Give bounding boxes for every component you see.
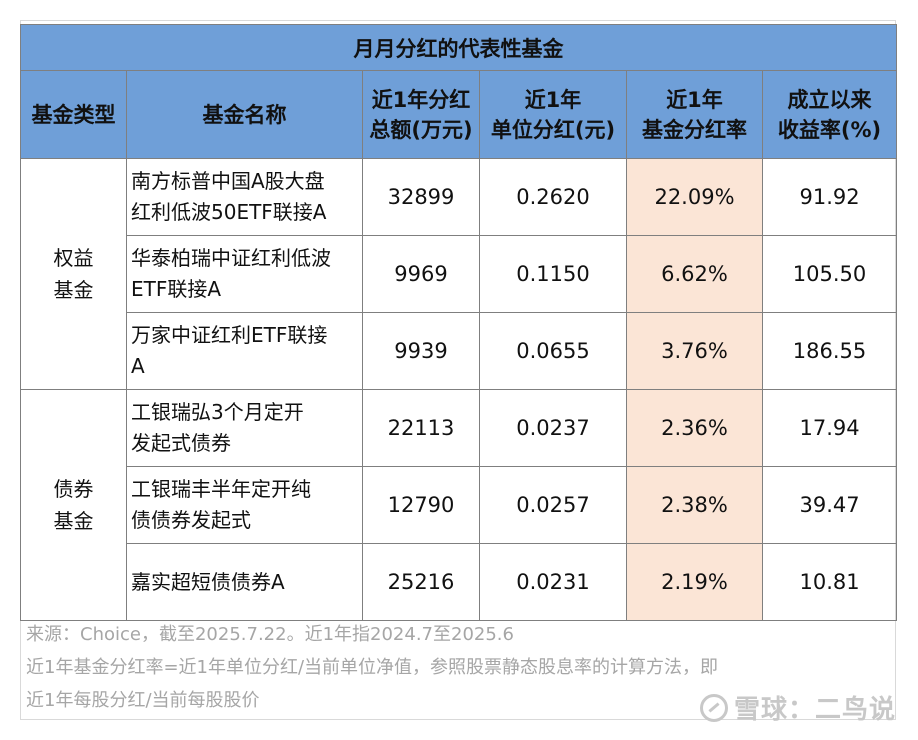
- watermark: 雪球：二鸟说: [699, 689, 896, 726]
- header-total-dividend: 近1年分红 总额(万元): [362, 70, 480, 159]
- footnotes: 来源：Choice，截至2025.7.22。近1年指2024.7至2025.6 …: [26, 618, 886, 717]
- fund-name: 南方标普中国A股大盘 红利低波50ETF联接A: [126, 158, 363, 236]
- return-cell: 39.47: [761, 466, 898, 544]
- unit-dividend-cell: 0.0231: [479, 543, 627, 621]
- table-row: 万家中证红利ETF联接 A 9939 0.0655 3.76% 186.55: [21, 312, 898, 390]
- unit-dividend-cell: 0.2620: [479, 158, 627, 236]
- header-since-inception-return: 成立以来 收益率(%): [761, 70, 898, 159]
- dividend-rate-cell: 22.09%: [626, 158, 763, 236]
- header-dividend-rate: 近1年 基金分红率: [626, 70, 763, 159]
- header-unit-dividend: 近1年 单位分红(元): [479, 70, 627, 159]
- total-dividend-cell: 22113: [362, 389, 480, 467]
- header-fund-type: 基金类型: [20, 70, 127, 159]
- source-note: 来源：Choice，截至2025.7.22。近1年指2024.7至2025.6: [26, 624, 514, 645]
- dividend-rate-cell: 6.62%: [626, 235, 763, 313]
- formula-note-line2: 近1年每股分红/当前每股股价: [26, 690, 260, 711]
- unit-dividend-cell: 0.0257: [479, 466, 627, 544]
- return-cell: 91.92: [761, 158, 898, 236]
- unit-dividend-cell: 0.0237: [479, 389, 627, 467]
- fund-name: 嘉实超短债债券A: [126, 543, 363, 621]
- total-dividend-cell: 9939: [362, 312, 480, 390]
- fund-name: 华泰柏瑞中证红利低波 ETF联接A: [126, 235, 363, 313]
- return-cell: 186.55: [761, 312, 898, 390]
- unit-dividend-cell: 0.0655: [479, 312, 627, 390]
- dividend-rate-cell: 3.76%: [626, 312, 763, 390]
- total-dividend-cell: 25216: [362, 543, 480, 621]
- dividend-rate-cell: 2.19%: [626, 543, 763, 621]
- dividend-fund-table: 月月分红的代表性基金 基金类型 基金名称 近1年分红 总额(万元) 近1年 单位…: [19, 24, 898, 621]
- table-row: 嘉实超短债债券A 25216 0.0231 2.19% 10.81: [21, 543, 898, 621]
- total-dividend-cell: 12790: [362, 466, 480, 544]
- header-row: 基金类型 基金名称 近1年分红 总额(万元) 近1年 单位分红(元) 近1年 基…: [20, 70, 898, 159]
- xueqiu-logo-icon: [699, 693, 728, 722]
- fund-name: 工银瑞弘3个月定开 发起式债券: [126, 389, 363, 467]
- formula-note-line1: 近1年基金分红率=近1年单位分红/当前单位净值，参照股票静态股息率的计算方法，即: [26, 657, 719, 678]
- unit-dividend-cell: 0.1150: [479, 235, 627, 313]
- return-cell: 10.81: [761, 543, 898, 621]
- table-title: 月月分红的代表性基金: [19, 24, 898, 71]
- total-dividend-cell: 32899: [362, 158, 480, 236]
- table-row: 权益 基金 南方标普中国A股大盘 红利低波50ETF联接A 32899 0.26…: [20, 158, 898, 390]
- fund-type-bond: 债券 基金: [20, 389, 127, 621]
- watermark-text: 雪球：二鸟说: [733, 695, 896, 725]
- fund-name: 万家中证红利ETF联接 A: [126, 312, 363, 390]
- dividend-rate-cell: 2.38%: [626, 466, 763, 544]
- fund-name: 工银瑞丰半年定开纯 债债券发起式: [126, 466, 363, 544]
- header-fund-name: 基金名称: [126, 70, 363, 159]
- return-cell: 105.50: [761, 235, 898, 313]
- table-row: 华泰柏瑞中证红利低波 ETF联接A 9969 0.1150 6.62% 105.…: [21, 235, 898, 313]
- return-cell: 17.94: [761, 389, 898, 467]
- dividend-rate-cell: 2.36%: [626, 389, 763, 467]
- total-dividend-cell: 9969: [362, 235, 480, 313]
- table-row: 工银瑞丰半年定开纯 债债券发起式 12790 0.0257 2.38% 39.4…: [21, 466, 898, 544]
- fund-type-equity: 权益 基金: [20, 158, 127, 390]
- table-row: 债券 基金 工银瑞弘3个月定开 发起式债券 22113 0.0237 2.36%…: [20, 389, 898, 621]
